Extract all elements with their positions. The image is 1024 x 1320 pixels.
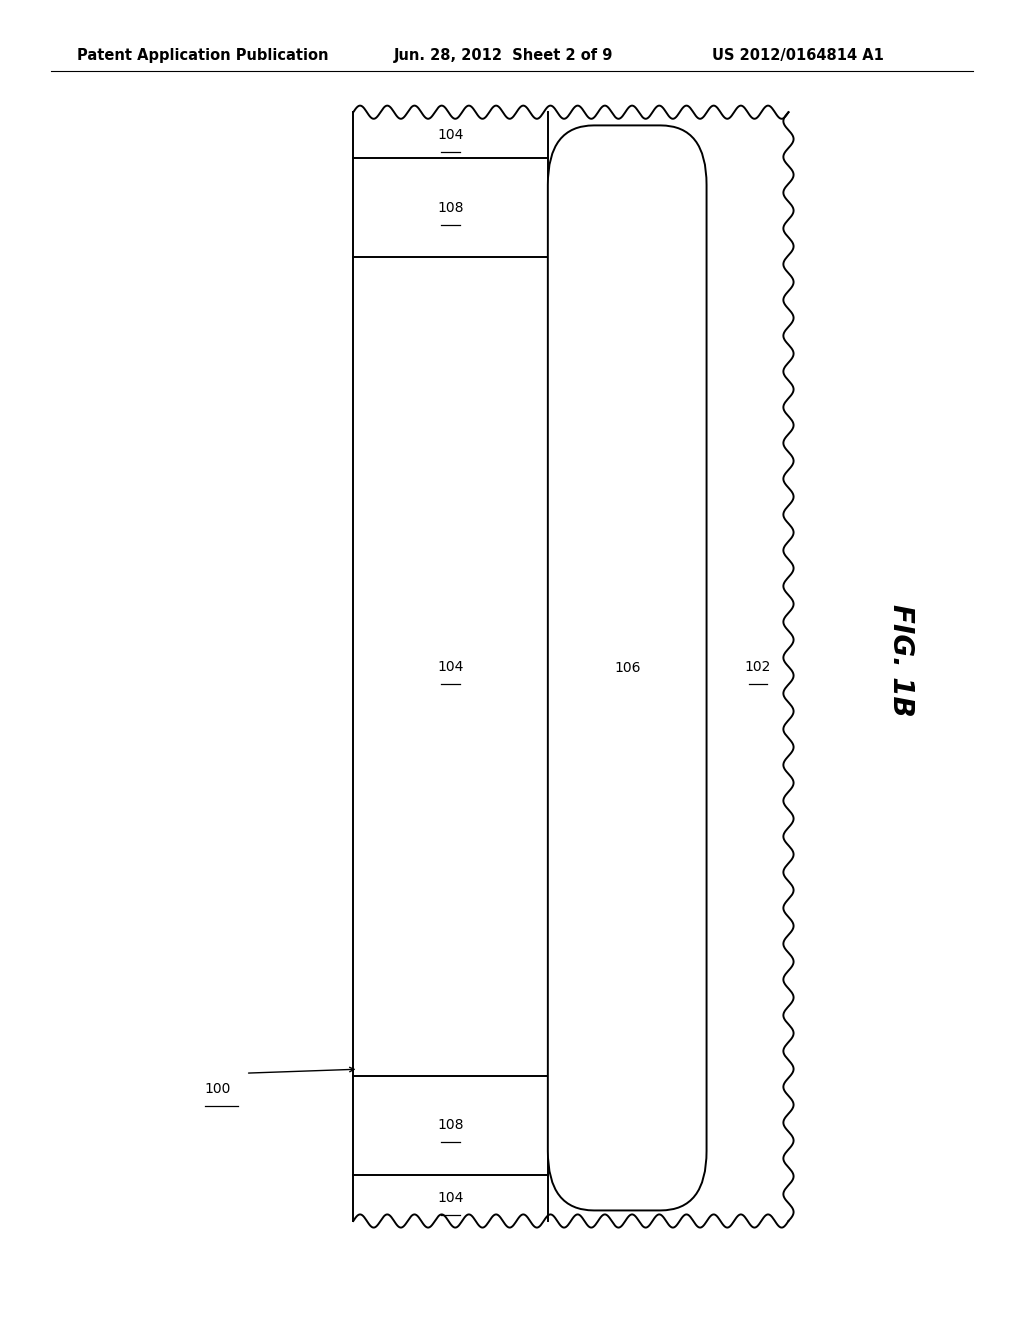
Text: 100: 100: [205, 1082, 231, 1096]
Text: US 2012/0164814 A1: US 2012/0164814 A1: [712, 48, 884, 62]
Text: 106: 106: [614, 661, 640, 675]
Text: Patent Application Publication: Patent Application Publication: [77, 48, 329, 62]
Text: FIG. 1B: FIG. 1B: [887, 603, 915, 717]
Text: 108: 108: [437, 201, 464, 215]
Text: 104: 104: [437, 1191, 464, 1205]
Text: 102: 102: [744, 660, 771, 673]
Text: 104: 104: [437, 128, 464, 143]
Text: Jun. 28, 2012  Sheet 2 of 9: Jun. 28, 2012 Sheet 2 of 9: [394, 48, 613, 62]
FancyBboxPatch shape: [548, 125, 707, 1210]
Text: 108: 108: [437, 1118, 464, 1133]
Text: 104: 104: [437, 660, 464, 673]
